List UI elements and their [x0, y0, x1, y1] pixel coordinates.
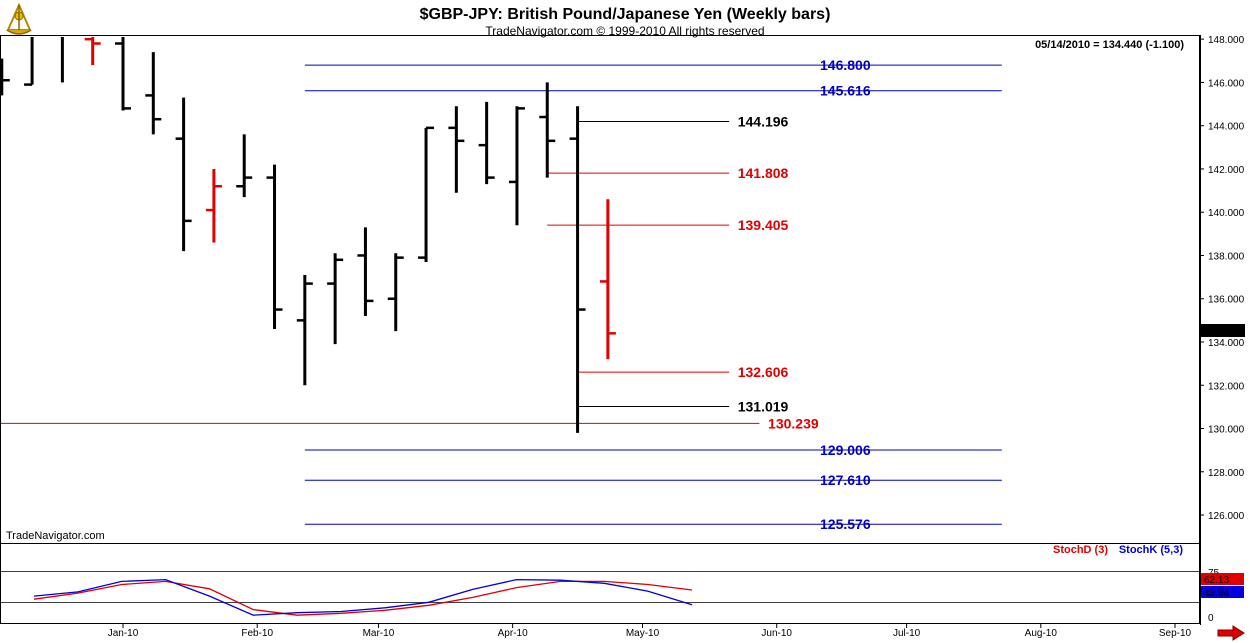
x-tick-label: Jul-10 [893, 628, 921, 639]
fib-level-label: 141.808 [738, 165, 789, 181]
chart-title: $GBP-JPY: British Pound/Japanese Yen (We… [420, 6, 831, 23]
ohlc-bar [478, 101, 495, 185]
stochk-value-box [1201, 586, 1244, 598]
x-tick-label: Mar-10 [363, 628, 395, 639]
ohlc-bar [599, 199, 616, 360]
sextant-logo-icon[interactable] [2, 2, 36, 38]
fib-level-label: 125.576 [820, 516, 871, 532]
fib-level-label: 132.606 [738, 364, 789, 380]
last-price-box [1201, 324, 1245, 337]
last-price-value: 134.440 [1204, 326, 1241, 337]
x-tick-label: Sep-10 [1159, 628, 1192, 639]
y-tick-label: 126.000 [1208, 511, 1245, 522]
watermark: TradeNavigator.com [6, 530, 105, 542]
ohlc-bar [24, 37, 34, 86]
x-tick-label: Apr-10 [498, 628, 528, 639]
fib-level-label: 130.239 [768, 415, 819, 431]
ohlc-bar [0, 58, 10, 96]
stochastic-lines [33, 578, 693, 616]
ohlc-bar [266, 164, 283, 330]
date-close-readout: 05/14/2010 = 134.440 (-1.100) [1035, 39, 1184, 51]
fib-level-label: 139.405 [738, 217, 789, 233]
y-tick-label: 146.000 [1208, 78, 1245, 89]
stochk-line [33, 578, 693, 616]
y-tick-label: 130.000 [1208, 425, 1245, 436]
chart-subtitle: TradeNavigator.com © 1999-2010 All right… [485, 24, 764, 38]
indicator-axis-bottom: 0 [1208, 613, 1214, 624]
stochk-label: StochK (5,3) [1119, 544, 1184, 556]
ohlc-bar [508, 106, 525, 226]
fib-level-label: 146.800 [820, 57, 871, 73]
x-tick-label: Jun-10 [761, 628, 792, 639]
y-tick-label: 138.000 [1208, 251, 1245, 262]
stochd-value-box [1201, 573, 1244, 585]
price-axis: 148.000 146.000 144.000 142.000 140.000 138.0… [1200, 35, 1245, 522]
y-tick-label: 142.000 [1208, 165, 1245, 176]
stochd-value: 62.13 [1204, 575, 1229, 586]
stochk-value: 43.94 [1204, 588, 1229, 599]
ohlc-bar [84, 37, 101, 66]
ohlc-bar [145, 52, 162, 135]
fib-level-label: 129.006 [820, 442, 871, 458]
fib-level-label: 144.196 [738, 113, 789, 129]
ohlc-bar [357, 227, 374, 317]
scroll-right-arrow-icon[interactable] [1216, 625, 1246, 641]
stochd-label: StochD (3) [1053, 544, 1108, 556]
x-tick-label: Aug-10 [1025, 628, 1058, 639]
ohlc-bar [115, 37, 131, 111]
ohlc-bar [539, 82, 556, 178]
y-tick-label: 136.000 [1208, 295, 1245, 306]
ohlc-bar [296, 274, 313, 386]
x-tick-label: May-10 [626, 628, 660, 639]
fib-level-label: 145.616 [820, 83, 871, 99]
y-tick-label: 148.000 [1208, 35, 1245, 46]
ohlc-bar [569, 106, 586, 433]
ohlc-bar [418, 126, 435, 262]
fib-level-label: 127.610 [820, 472, 871, 488]
y-tick-label: 134.000 [1208, 338, 1245, 349]
y-tick-label: 140.000 [1208, 208, 1245, 219]
x-tick-label: Jan-10 [108, 628, 139, 639]
ohlc-bar [175, 97, 192, 252]
ohlc-bar [205, 168, 222, 243]
ohlc-bar [236, 134, 253, 198]
ohlc-bar [327, 253, 344, 345]
fib-level-label: 131.019 [738, 398, 789, 414]
ohlc-bars [0, 37, 616, 433]
y-tick-label: 144.000 [1208, 122, 1245, 133]
y-tick-label: 128.000 [1208, 468, 1245, 479]
price-panel-frame [0, 35, 1200, 544]
date-axis: Jan-10 Feb-10 Mar-10 Apr-10 May-10 Jun-10 Jul-… [108, 624, 1192, 639]
y-tick-label: 132.000 [1208, 381, 1245, 392]
ohlc-bar [448, 106, 465, 193]
fib-levels: 146.800 145.616 144.196 141.808 139.405 132.6… [1, 57, 1002, 532]
x-tick-label: Feb-10 [241, 628, 273, 639]
ohlc-bar [387, 253, 404, 332]
